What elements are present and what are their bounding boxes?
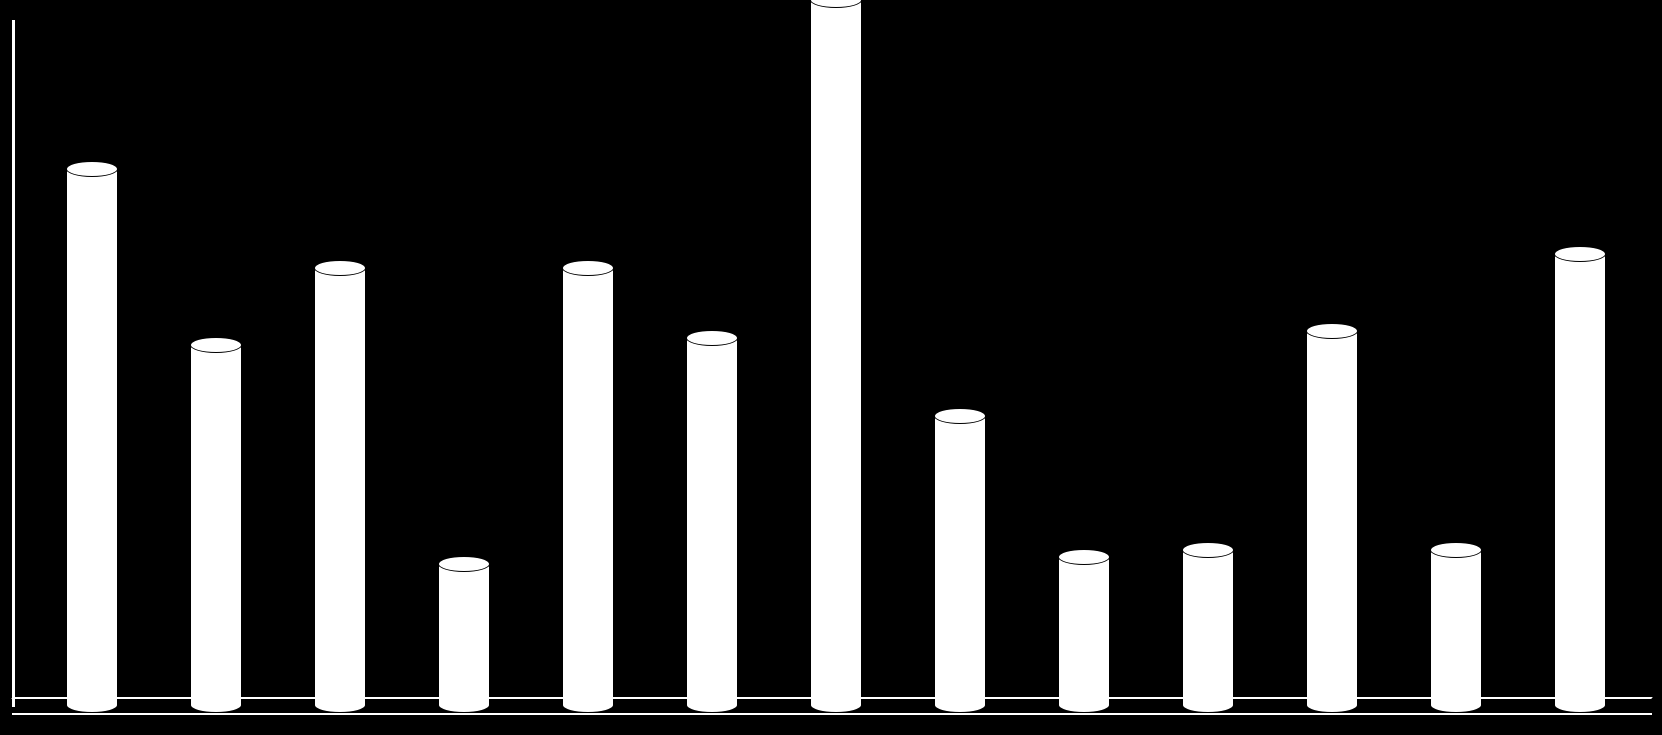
bar-body (934, 416, 986, 705)
bar-top-ellipse (934, 408, 986, 424)
bar-slot (526, 0, 650, 705)
bar-cylinder (1554, 254, 1606, 705)
floor-back-edge (11, 697, 1653, 699)
bar-cylinder (1306, 331, 1358, 705)
bar-cylinder (438, 564, 490, 705)
bar-slot (154, 0, 278, 705)
bar-cylinder (190, 345, 242, 705)
bar-slot (1270, 0, 1394, 705)
bar-body (438, 564, 490, 705)
bar-cylinder (1430, 550, 1482, 705)
bar-slot (898, 0, 1022, 705)
bar-slot (402, 0, 526, 705)
bar-cylinder (314, 268, 366, 705)
y-axis (12, 20, 15, 707)
bar-body (314, 268, 366, 705)
floor-front-edge (12, 713, 1652, 715)
bar-cylinder (562, 268, 614, 705)
bar-slot (1146, 0, 1270, 705)
bar-body (1306, 331, 1358, 705)
chart-container (0, 0, 1662, 735)
bar-cylinder (66, 169, 118, 705)
bar-slot (1394, 0, 1518, 705)
bar-body (1058, 557, 1110, 705)
bar-top-ellipse (1058, 549, 1110, 565)
bar-cylinder (934, 416, 986, 705)
bar-body (190, 345, 242, 705)
bar-body (1430, 550, 1482, 705)
bar-slot (1022, 0, 1146, 705)
bar-slot (774, 0, 898, 705)
bar-top-ellipse (1554, 246, 1606, 262)
bars-area (30, 0, 1642, 705)
bar-body (562, 268, 614, 705)
bar-body (1182, 550, 1234, 705)
bar-cylinder (810, 0, 862, 705)
bar-top-ellipse (562, 260, 614, 276)
bar-slot (30, 0, 154, 705)
bar-cylinder (1182, 550, 1234, 705)
bar-top-ellipse (1182, 542, 1234, 558)
bar-body (1554, 254, 1606, 705)
bar-slot (1518, 0, 1642, 705)
bar-body (686, 338, 738, 705)
bar-top-ellipse (314, 260, 366, 276)
bar-cylinder (1058, 557, 1110, 705)
bar-body (810, 0, 862, 705)
bar-top-ellipse (438, 556, 490, 572)
bar-slot (278, 0, 402, 705)
plot-floor (12, 697, 1652, 715)
bar-cylinder (686, 338, 738, 705)
bar-top-ellipse (1430, 542, 1482, 558)
bar-slot (650, 0, 774, 705)
bar-body (66, 169, 118, 705)
